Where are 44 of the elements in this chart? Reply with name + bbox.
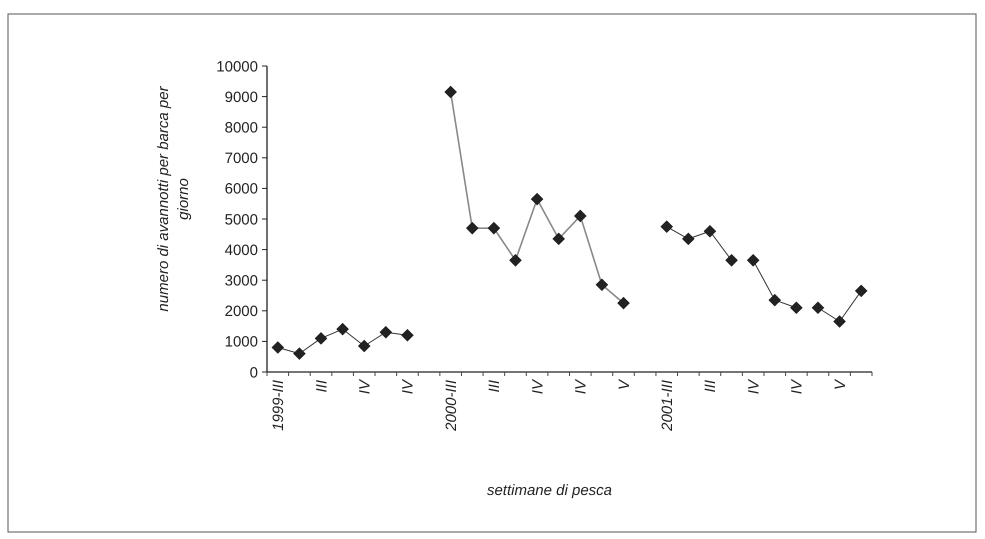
x-tick-label: 1999-III xyxy=(270,380,288,431)
point xyxy=(380,326,392,338)
point xyxy=(682,232,695,246)
point xyxy=(833,315,846,328)
y-axis-title: numero di avannotti per barca per giorno xyxy=(155,85,192,312)
x-tick-label: V xyxy=(832,378,849,390)
point xyxy=(358,340,370,352)
y-tick-label: 5000 xyxy=(224,211,258,228)
y-tick-label: 6000 xyxy=(224,180,258,198)
y-tick-label: 9000 xyxy=(224,88,258,106)
y-tick-label: 7000 xyxy=(224,150,258,168)
x-tick-label: III xyxy=(313,380,330,393)
y-tick-label: 3000 xyxy=(224,272,258,290)
point xyxy=(401,329,414,342)
x-tick-label: IV xyxy=(356,378,374,394)
point xyxy=(812,302,824,314)
y-tick-label: 0 xyxy=(250,364,258,382)
point xyxy=(660,220,673,233)
x-tick-label: IV xyxy=(572,378,590,394)
x-axis-title: settimane di pesca xyxy=(486,482,612,499)
point xyxy=(336,322,349,336)
x-tick-label: V xyxy=(616,378,633,390)
point xyxy=(704,225,716,238)
point xyxy=(790,302,803,314)
point xyxy=(314,332,328,345)
x-tick-label: IV xyxy=(788,378,806,394)
x-tick-label: IV xyxy=(400,378,417,394)
y-tick-label: 1000 xyxy=(224,334,258,351)
point xyxy=(746,254,760,266)
point xyxy=(272,341,284,354)
point xyxy=(768,294,781,306)
x-tick-label: IV xyxy=(529,378,546,394)
x-tick-label: 2000-III xyxy=(442,380,460,432)
x-tick-label: III xyxy=(486,380,504,393)
y-tick-label: 4000 xyxy=(224,242,258,259)
point xyxy=(855,284,868,298)
x-tick-label: 2001-III xyxy=(658,380,676,432)
point xyxy=(725,254,738,266)
x-tick-label: IV xyxy=(745,378,762,394)
y-tick-label: 8000 xyxy=(224,119,258,136)
point xyxy=(293,347,306,360)
x-tick-label: III xyxy=(702,380,720,393)
y-tick-label: 10000 xyxy=(216,58,258,76)
y-tick-label: 2000 xyxy=(224,303,258,320)
